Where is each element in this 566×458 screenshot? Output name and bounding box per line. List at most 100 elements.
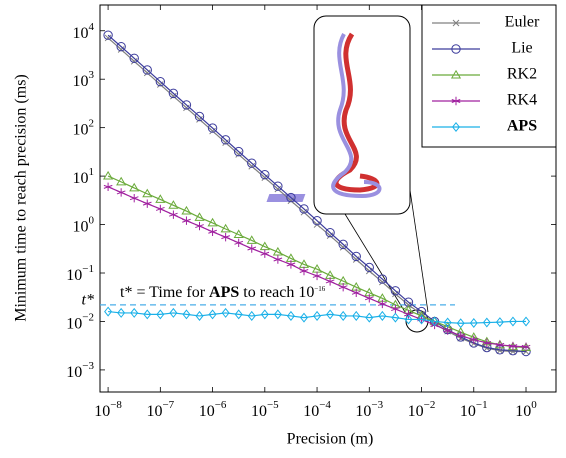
marker (142, 199, 152, 208)
marker (521, 342, 531, 351)
marker (142, 65, 152, 75)
marker (377, 299, 387, 309)
marker (495, 317, 504, 328)
marker (286, 192, 296, 203)
marker (443, 317, 452, 328)
marker (234, 309, 243, 320)
annotation-part: to reach 10 (239, 284, 314, 301)
marker (469, 317, 478, 328)
marker (208, 227, 217, 236)
marker (299, 204, 309, 214)
y-tick-label: 100 (73, 214, 95, 235)
marker (522, 348, 530, 355)
marker (247, 310, 256, 321)
legend-label: APS (507, 118, 537, 135)
y-tick-label: 104 (73, 20, 95, 41)
legend-box (421, 4, 557, 148)
marker (129, 182, 140, 192)
marker (352, 310, 361, 321)
marker (261, 174, 269, 181)
marker (130, 57, 138, 65)
marker (170, 92, 177, 100)
series (103, 170, 532, 351)
series (103, 182, 531, 351)
marker (181, 205, 192, 215)
x-tick-label: 10−6 (199, 399, 227, 420)
y-tick-label: 10−2 (66, 311, 94, 332)
marker (260, 249, 270, 258)
marker (222, 139, 229, 147)
marker (326, 232, 334, 240)
marker (404, 310, 413, 319)
marker (155, 76, 166, 87)
marker (181, 100, 192, 110)
y-tick-label: 102 (73, 117, 95, 138)
marker (183, 104, 190, 112)
marker (456, 318, 465, 329)
x-tick-label: 10−4 (303, 399, 331, 420)
plot-frame (99, 4, 557, 393)
legend-label: Euler (505, 14, 540, 31)
legend-label: Lie (511, 40, 532, 57)
x-tick-label: 10−5 (251, 399, 279, 420)
x-tick-label: 10−7 (146, 399, 174, 420)
marker (104, 306, 113, 317)
y-tick-label: 101 (73, 166, 95, 187)
marker (196, 116, 203, 123)
marker (220, 223, 231, 233)
marker (246, 235, 257, 244)
marker (452, 19, 460, 27)
marker (272, 246, 283, 256)
marker (522, 316, 531, 327)
marker (469, 335, 479, 344)
marker (451, 121, 461, 133)
marker (326, 309, 335, 320)
y-axis-label: Minimum time to reach precision (ms) (13, 74, 30, 322)
marker (325, 277, 335, 286)
marker (104, 34, 112, 42)
y-tick-label: 103 (73, 69, 95, 90)
marker (156, 309, 165, 320)
t-star-label: t* (82, 292, 94, 309)
marker (299, 266, 309, 276)
marker (273, 309, 282, 320)
marker (155, 194, 166, 203)
marker (351, 288, 361, 298)
y-tick-label: 10−1 (66, 263, 94, 284)
marker (351, 251, 361, 262)
series-line (108, 310, 527, 324)
marker (155, 204, 165, 214)
marker (390, 286, 401, 296)
marker (508, 341, 518, 351)
marker (143, 69, 151, 77)
inset (266, 15, 429, 333)
marker (247, 244, 257, 253)
marker (286, 310, 295, 321)
marker (182, 216, 191, 225)
marker (169, 210, 178, 219)
marker (116, 176, 127, 186)
marker (508, 316, 517, 327)
x-tick-label: 10−1 (460, 399, 488, 420)
marker (195, 310, 204, 321)
marker (443, 326, 453, 335)
marker (274, 185, 282, 193)
marker (220, 135, 231, 145)
marker (364, 294, 374, 303)
marker (312, 216, 322, 226)
series-line (107, 175, 527, 349)
marker (286, 260, 296, 269)
marker (103, 170, 114, 180)
marker (378, 278, 386, 286)
marker (405, 301, 412, 309)
marker (234, 238, 244, 248)
marker (273, 181, 283, 191)
marker (194, 212, 205, 221)
marker (209, 127, 216, 135)
marker (339, 243, 347, 251)
marker (378, 310, 387, 321)
marker (168, 88, 179, 99)
marker (207, 217, 218, 227)
series (104, 306, 531, 329)
